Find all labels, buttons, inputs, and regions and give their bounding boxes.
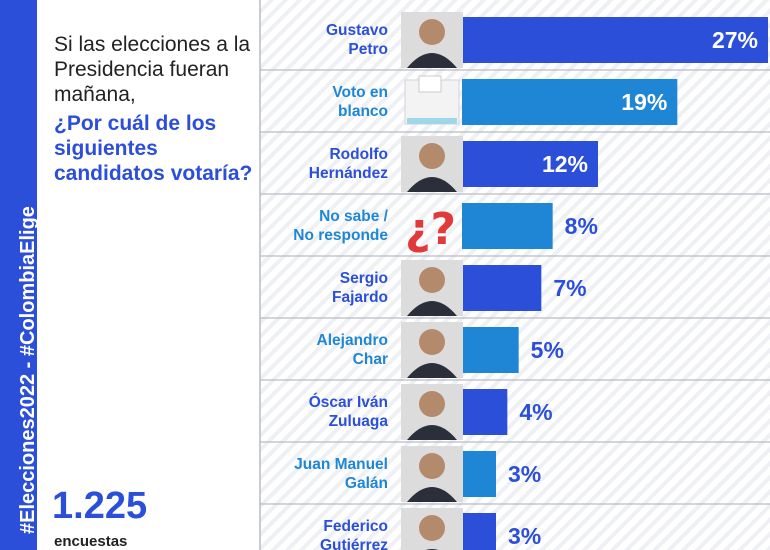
bar: [462, 327, 519, 373]
candidate-photo: [401, 260, 463, 316]
candidate-photo: [401, 508, 463, 550]
photo-head: [419, 391, 445, 417]
candidate-photo: [401, 384, 463, 440]
bar: [462, 265, 542, 311]
value-label: 3%: [508, 523, 541, 549]
bar: [462, 17, 768, 63]
candidate-name-line2: Zuluaga: [329, 413, 389, 430]
value-label: 19%: [621, 89, 667, 115]
candidate-name-line1: Federico: [323, 518, 388, 535]
candidate-name-line1: No sabe /: [319, 208, 389, 225]
chart-row: Óscar Iván Zuluaga 4%: [260, 379, 770, 440]
candidate-photo: [401, 12, 463, 68]
ballot-box-base: [407, 118, 457, 124]
value-label: 8%: [565, 213, 598, 239]
bar: [462, 203, 553, 249]
chart-row: Sergio Fajardo 7%: [260, 255, 770, 316]
value-label: 27%: [712, 27, 758, 53]
photo-head: [419, 19, 445, 45]
chart-row: Gustavo Petro 27%: [326, 12, 768, 68]
photo-head: [419, 453, 445, 479]
candidate-name-line2: Char: [353, 351, 388, 368]
candidate-name-line2: Fajardo: [332, 289, 388, 306]
value-label: 7%: [553, 275, 586, 301]
photo-shoulders: [407, 53, 457, 68]
sidebar-band: #Elecciones2022 - #ColombiaElige: [0, 0, 39, 550]
photo-shoulders: [407, 363, 457, 378]
candidate-name-line1: Juan Manuel: [294, 456, 388, 473]
bar: [462, 79, 678, 125]
candidate-name-line2: Hernández: [309, 165, 388, 182]
value-label: 4%: [519, 399, 552, 425]
chart-row: Voto en blanco 19%: [260, 69, 770, 125]
candidate-name-line1: Voto en: [332, 84, 388, 101]
candidate-photo: [401, 136, 463, 192]
photo-head: [419, 329, 445, 355]
sample-count: 1.225: [52, 485, 148, 527]
chart-row: Federico Gutiérrez 3%: [260, 503, 770, 550]
bar: [462, 451, 496, 497]
photo-shoulders: [407, 425, 457, 440]
ballot-paper: [418, 75, 442, 93]
value-label: 3%: [508, 461, 541, 487]
question-intro: Si las elecciones a la Presidencia fuera…: [54, 33, 251, 106]
chart-row: Alejandro Char 5%: [260, 317, 770, 378]
chart-row: Juan Manuel Galán 3%: [260, 441, 770, 502]
candidate-name-line2: Petro: [348, 41, 388, 58]
candidate-name-line1: Sergio: [340, 270, 388, 287]
question-main: ¿Por cuál de los siguientes candidatos v…: [54, 112, 253, 185]
photo-head: [419, 143, 445, 169]
candidate-name-line1: Óscar Iván: [309, 393, 388, 411]
chart-rows: Gustavo Petro 27% Voto en blanco 19% Rodolfo He…: [260, 12, 770, 550]
candidate-name-line2: blanco: [338, 103, 388, 120]
ballot-box-icon: [404, 75, 460, 125]
bar: [462, 513, 496, 550]
chart-row: Rodolfo Hernández 12%: [260, 131, 770, 192]
photo-shoulders: [407, 487, 457, 502]
candidate-name-line1: Gustavo: [326, 22, 388, 39]
photo-shoulders: [407, 301, 457, 316]
survey-question: Si las elecciones a la Presidencia fuera…: [54, 32, 254, 186]
sample-label: encuestas: [54, 533, 128, 550]
candidate-name-line2: Gutiérrez: [320, 537, 388, 550]
question-glyph: ¿?: [405, 204, 456, 255]
photo-shoulders: [407, 177, 457, 192]
question-mark-icon: ¿?: [405, 204, 456, 255]
candidate-name-line1: Alejandro: [317, 332, 388, 349]
candidate-name-line2: No responde: [293, 227, 388, 244]
value-label: 5%: [531, 337, 564, 363]
bar: [462, 141, 598, 187]
chart-row: ¿? No sabe / No responde 8%: [260, 193, 770, 255]
value-label: 12%: [542, 151, 588, 177]
candidate-photo: [401, 446, 463, 502]
photo-head: [419, 515, 445, 541]
candidate-name-line1: Rodolfo: [329, 146, 388, 163]
candidate-photo: [401, 322, 463, 378]
candidate-name-line2: Galán: [345, 475, 388, 492]
photo-head: [419, 267, 445, 293]
bar: [462, 389, 508, 435]
